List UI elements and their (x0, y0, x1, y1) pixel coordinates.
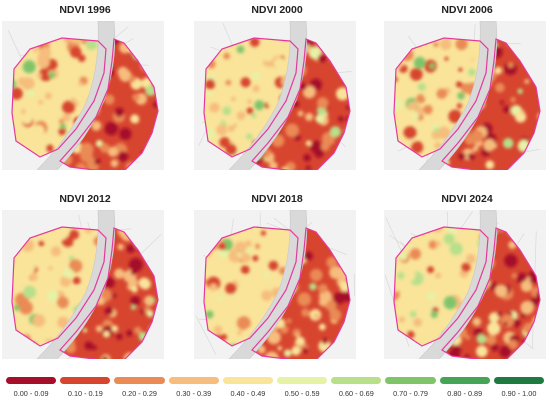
panel-title: NDVI 2018 (251, 193, 303, 205)
map-canvas (384, 21, 546, 170)
legend-swatch (277, 377, 328, 384)
map-canvas (194, 210, 356, 359)
legend-label: 0.20 - 0.29 (122, 389, 157, 398)
legend-swatch (168, 377, 219, 384)
legend-item: 0.60 - 0.69 (329, 377, 383, 401)
ndvi-map-panel-3: NDVI 2006 0.00 - 0.090.10 - 0.190.20 - 0… (382, 4, 550, 182)
legend-swatch (331, 377, 382, 384)
legend-label: 0.10 - 0.19 (67, 389, 103, 398)
ndvi-map-panel-4: NDVI 2012 0.00 - 0.090.10 - 0.190.20 - 0… (0, 193, 170, 371)
legend-swatch (60, 377, 111, 384)
legend-label: 0.60 - 0.69 (338, 389, 374, 398)
ndvi-map: 0.00 - 0.090.10 - 0.190.20 - 0.290.30 - … (2, 210, 164, 359)
panel-title: NDVI 2012 (59, 193, 111, 205)
panel-title: NDVI 2000 (251, 4, 303, 16)
legend-label: 0.50 - 0.59 (284, 389, 320, 398)
ndvi-legend: 0.00 - 0.09 0.10 - 0.19 0.20 - 0.29 0.30… (4, 377, 546, 401)
ndvi-map: 0.00 - 0.090.10 - 0.190.20 - 0.290.30 - … (194, 210, 356, 359)
ndvi-map-panel-2: NDVI 2000 0.00 - 0.090.10 - 0.190.20 - 0… (192, 4, 362, 182)
legend-swatch (114, 377, 165, 384)
ndvi-map: 0.00 - 0.090.10 - 0.190.20 - 0.290.30 - … (194, 21, 356, 170)
map-canvas (194, 21, 356, 170)
ndvi-map-panel-1: NDVI 1996 0.00 - 0.090.10 - 0.190.20 - 0… (0, 4, 170, 182)
legend-item: 0.90 - 1.00 (492, 377, 546, 401)
legend-label: 0.30 - 0.39 (176, 389, 212, 398)
map-canvas (2, 210, 164, 359)
panel-title: NDVI 2024 (441, 193, 493, 205)
legend-swatch (385, 377, 436, 384)
ndvi-map-panel-6: NDVI 2024 0.00 - 0.090.10 - 0.190.20 - 0… (382, 193, 550, 371)
legend-item: 0.00 - 0.09 (4, 377, 58, 401)
panel-title: NDVI 1996 (59, 4, 111, 16)
legend-label: 0.40 - 0.49 (230, 389, 266, 398)
legend-label: 0.00 - 0.09 (13, 389, 49, 398)
ndvi-map: 0.00 - 0.090.10 - 0.190.20 - 0.290.30 - … (384, 21, 546, 170)
legend-item: 0.10 - 0.19 (58, 377, 112, 401)
legend-item: 0.20 - 0.29 (112, 377, 166, 401)
legend-item: 0.70 - 0.79 (383, 377, 437, 401)
legend-item: 0.30 - 0.39 (167, 377, 221, 401)
legend-label: 0.90 - 1.00 (501, 389, 537, 398)
ndvi-map: 0.00 - 0.090.10 - 0.190.20 - 0.290.30 - … (384, 210, 546, 359)
legend-label: 0.70 - 0.79 (393, 389, 428, 398)
ndvi-map: 0.00 - 0.090.10 - 0.190.20 - 0.290.30 - … (2, 21, 164, 170)
legend-label: 0.80 - 0.89 (447, 389, 483, 398)
ndvi-map-panel-5: NDVI 2018 0.00 - 0.090.10 - 0.190.20 - 0… (192, 193, 362, 371)
legend-item: 0.80 - 0.89 (438, 377, 492, 401)
map-canvas (384, 210, 546, 359)
legend-swatch (222, 377, 274, 384)
panel-title: NDVI 2006 (441, 4, 493, 16)
map-canvas (2, 21, 164, 170)
legend-item: 0.40 - 0.49 (221, 377, 275, 401)
legend-swatch (439, 377, 490, 384)
legend-swatch (6, 377, 57, 384)
legend-item: 0.50 - 0.59 (275, 377, 329, 401)
legend-swatch (493, 377, 545, 384)
